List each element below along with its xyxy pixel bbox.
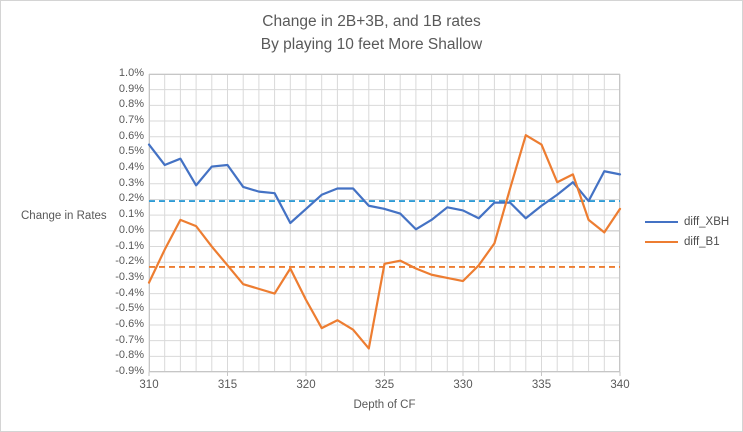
y-tick-label: 0.2% bbox=[118, 192, 144, 205]
y-axis-title: Change in Rates bbox=[21, 210, 107, 222]
legend-item-diff_XBH: diff_XBH bbox=[645, 212, 729, 232]
x-tick-label: 320 bbox=[296, 379, 316, 391]
plot-border bbox=[149, 74, 620, 372]
y-tick-label: 0.0% bbox=[118, 223, 144, 236]
chart-title-line2: By playing 10 feet More Shallow bbox=[260, 36, 483, 53]
y-tick-label: -0.4% bbox=[115, 286, 144, 299]
y-tick-label: -0.3% bbox=[115, 270, 144, 283]
legend-item-diff_B1: diff_B1 bbox=[645, 232, 729, 252]
chart-title: Change in 2B+3B, and 1B rates By playing… bbox=[1, 10, 742, 56]
y-tick-label: 0.8% bbox=[118, 98, 144, 111]
x-tick-label: 315 bbox=[217, 379, 238, 391]
x-axis-title: Depth of CF bbox=[353, 399, 416, 411]
series-line-diff_B1 bbox=[147, 134, 622, 350]
y-tick-label: -0.9% bbox=[115, 365, 144, 377]
legend: diff_XBH diff_B1 bbox=[645, 212, 729, 252]
y-tick-label: 0.9% bbox=[118, 82, 144, 95]
series-line-diff_XBH bbox=[147, 143, 622, 231]
chart-title-line1: Change in 2B+3B, and 1B rates bbox=[262, 13, 481, 30]
y-tick-label: 1.0% bbox=[118, 67, 144, 79]
x-tick-label: 310 bbox=[139, 379, 159, 391]
y-tick-label: -0.6% bbox=[115, 317, 144, 330]
y-tick-label: -0.1% bbox=[115, 239, 144, 252]
y-tick-label: -0.7% bbox=[115, 333, 144, 346]
y-tick-label: 0.5% bbox=[118, 145, 144, 158]
legend-label: diff_B1 bbox=[684, 236, 720, 248]
x-tick-label: 335 bbox=[531, 379, 552, 391]
plot-area bbox=[147, 73, 622, 376]
x-tick-label: 325 bbox=[374, 379, 395, 391]
y-tick-label: -0.5% bbox=[115, 302, 144, 315]
y-tick-label: 0.4% bbox=[118, 161, 144, 174]
y-tick-label: -0.8% bbox=[115, 349, 144, 362]
legend-line-swatch bbox=[645, 221, 678, 223]
legend-label: diff_XBH bbox=[684, 216, 730, 228]
x-tick-label: 340 bbox=[610, 379, 630, 391]
y-tick-label: -0.2% bbox=[115, 255, 144, 268]
y-tick-label: 0.7% bbox=[118, 114, 144, 127]
y-tick-label: 0.6% bbox=[118, 129, 144, 142]
y-tick-label: 0.1% bbox=[118, 208, 144, 221]
x-tick-label: 330 bbox=[453, 379, 473, 391]
legend-line-swatch bbox=[645, 241, 678, 243]
y-tick-label: 0.3% bbox=[118, 176, 144, 189]
